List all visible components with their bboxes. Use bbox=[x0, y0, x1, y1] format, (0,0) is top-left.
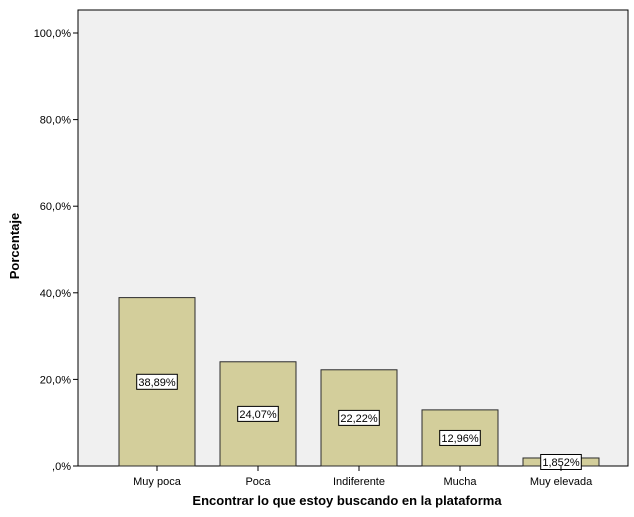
y-tick-label: 60,0% bbox=[40, 201, 71, 213]
x-tick-label: Indiferente bbox=[333, 476, 385, 488]
bar-value-label: 22,22% bbox=[340, 413, 378, 425]
x-axis: Muy poca Poca Indiferente Mucha Muy elevada bbox=[133, 466, 593, 488]
x-tick-label: Muy poca bbox=[133, 476, 182, 488]
bar-value-label: 1,852% bbox=[542, 457, 580, 469]
x-axis-title: Encontrar lo que estoy buscando en la pl… bbox=[192, 493, 502, 508]
bar-value-label: 24,07% bbox=[239, 409, 277, 421]
y-tick-label: 80,0% bbox=[40, 115, 71, 127]
bar-value-box bbox=[237, 405, 279, 422]
y-tick-label: ,0% bbox=[52, 461, 71, 473]
y-axis-title: Porcentaje bbox=[7, 213, 22, 279]
bar-value-label: 12,96% bbox=[441, 433, 479, 445]
y-tick-label: 40,0% bbox=[40, 288, 71, 300]
x-tick-label: Poca bbox=[245, 476, 271, 488]
y-tick-label: 20,0% bbox=[40, 374, 71, 386]
bars: 38,89% 24,07% 22,22% 12,96% 1,852% bbox=[118, 297, 600, 470]
x-tick-label: Mucha bbox=[443, 476, 477, 488]
bar-value-label: 38,89% bbox=[138, 377, 176, 389]
bar-value-box bbox=[136, 373, 178, 390]
y-tick-label: 100,0% bbox=[34, 28, 72, 40]
bar-value-box bbox=[439, 429, 481, 446]
x-tick-label: Muy elevada bbox=[530, 476, 593, 488]
bar-value-box bbox=[338, 409, 380, 426]
y-axis: ,0% 20,0% 40,0% 60,0% 80,0% 100,0% bbox=[34, 28, 78, 473]
